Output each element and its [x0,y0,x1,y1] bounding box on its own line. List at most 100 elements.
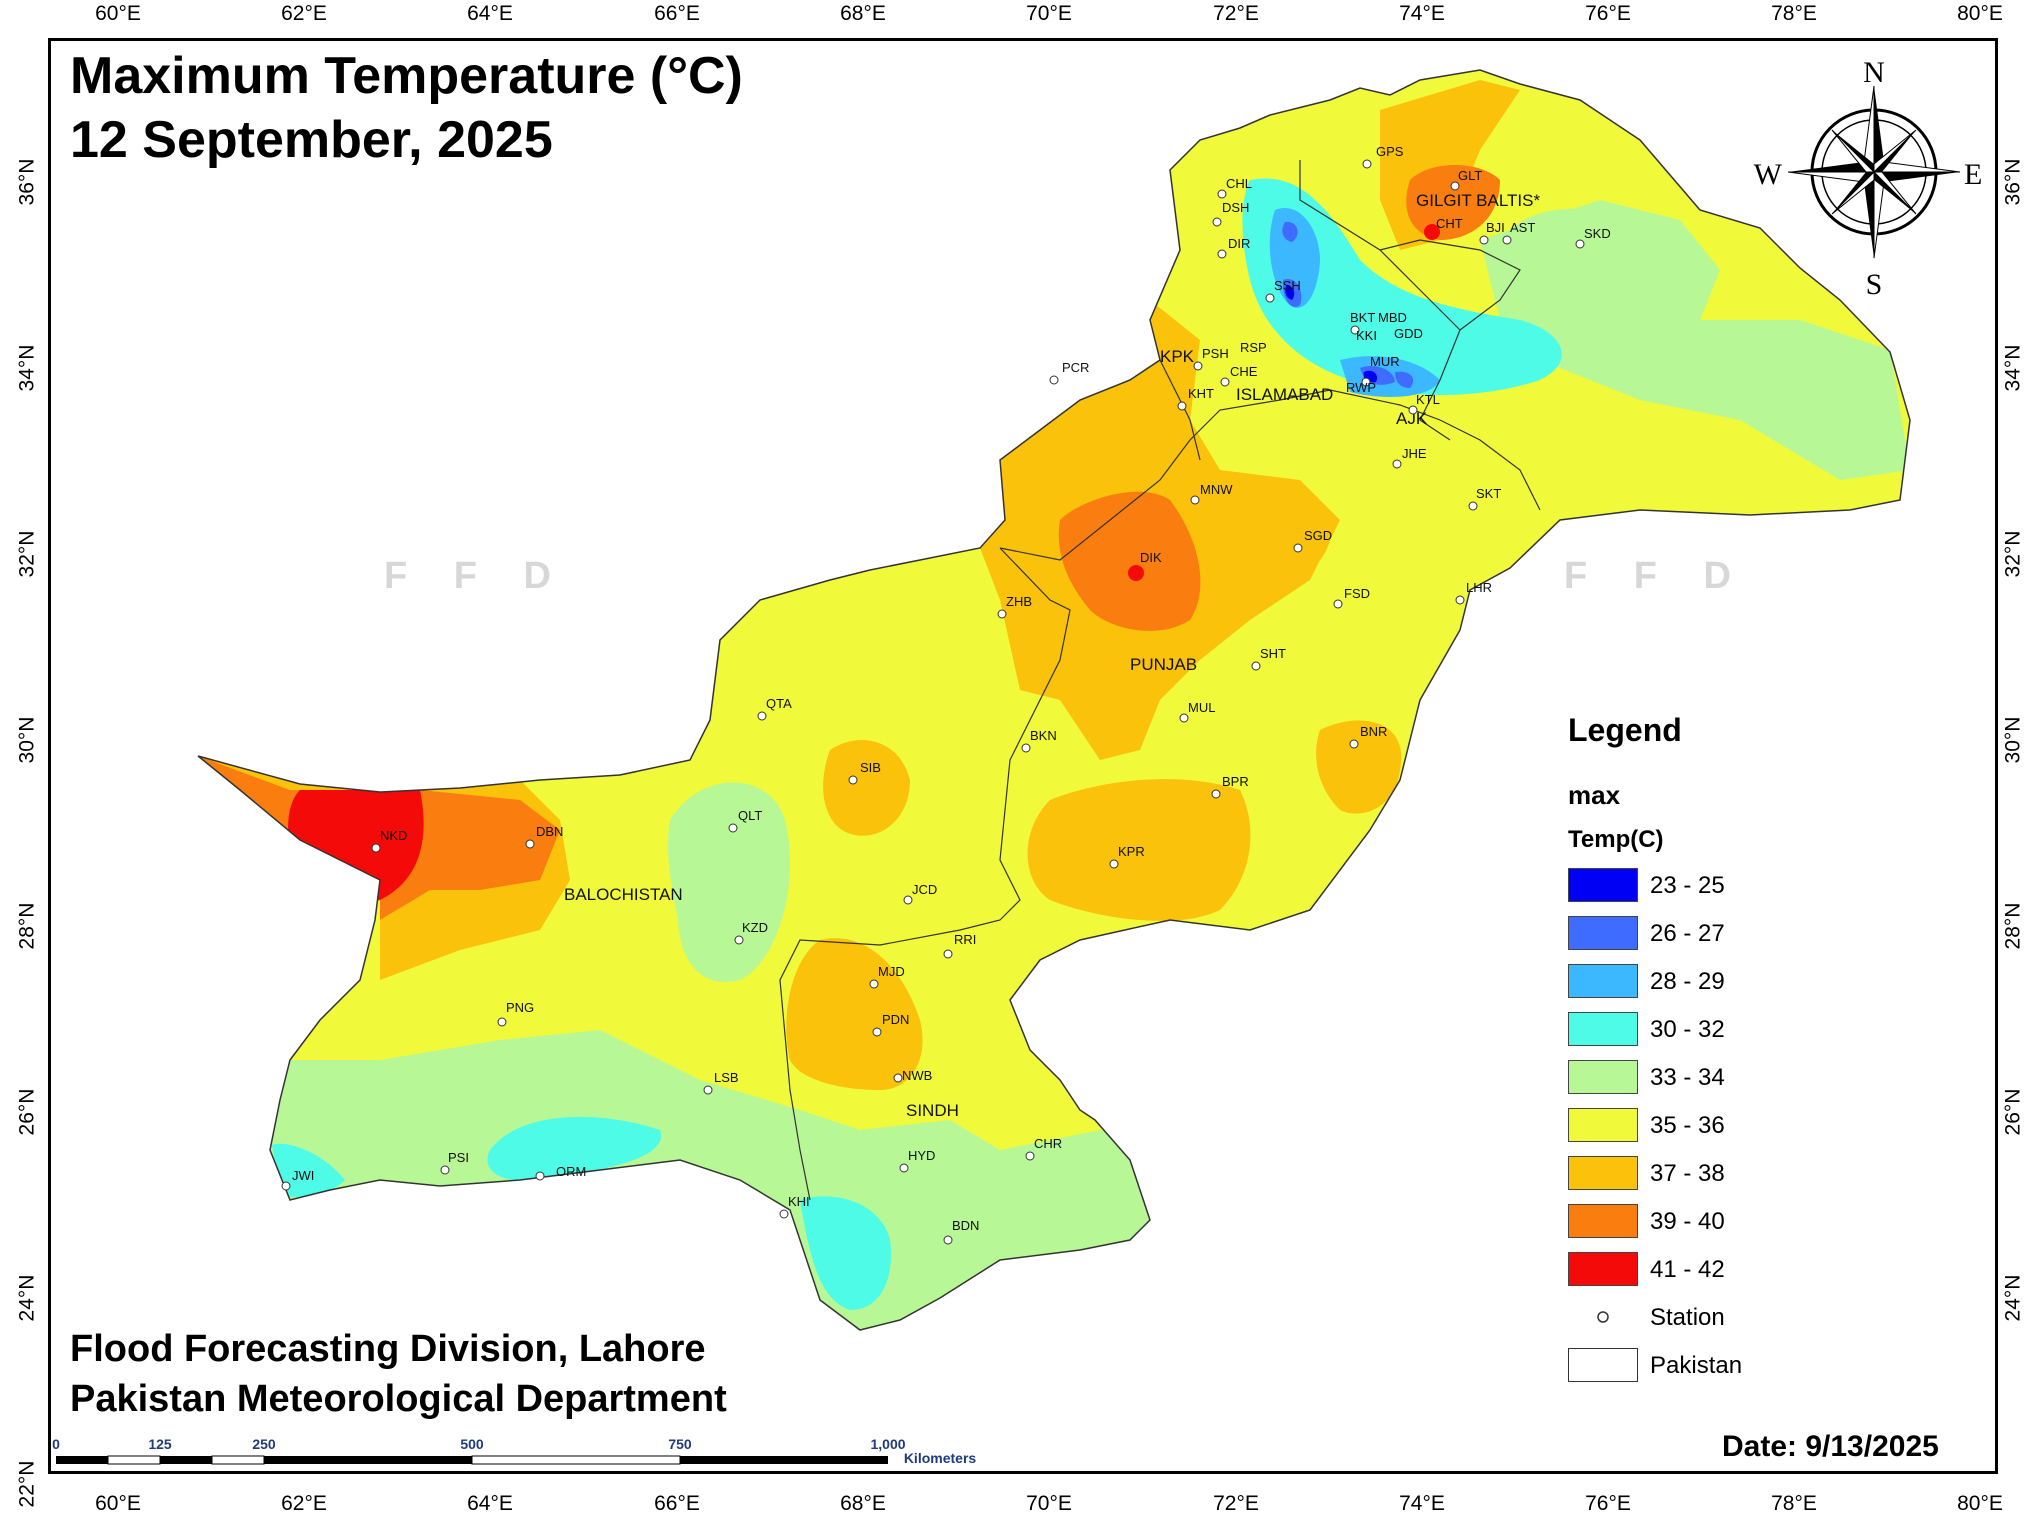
station-mul: MUL [1188,700,1215,715]
station-nkd: NKD [380,828,407,843]
legend-swatch [1568,1012,1638,1046]
zone-37-38-bnr [1316,720,1402,814]
legend-boundary-label: Pakistan [1650,1352,1743,1379]
station-rwp: RWP [1346,380,1376,395]
zone-30-32-north [1242,178,1562,395]
station-dir: DIR [1228,236,1250,251]
scale-bar: 0 125 250 500 750 1,000 Kilometers [52,1436,1012,1476]
station-bdn: BDN [952,1218,979,1233]
station-marker [535,1171,545,1181]
station-marker [497,1017,507,1027]
station-psh: PSH [1202,346,1229,361]
lon-label-bottom-64: 64°E [467,1492,513,1515]
station-kht: KHT [1188,386,1214,401]
station-qta: QTA [766,696,792,711]
station-marker [903,895,913,905]
legend-class-label: 41 - 42 [1650,1256,1725,1283]
lon-label-bottom-78: 78°E [1771,1492,1817,1515]
pakistan-boundary [197,69,1911,1331]
zone-39-40-gilgit [1406,165,1500,240]
station-marker [1293,543,1303,553]
lon-label-74: 74°E [1399,2,1445,25]
lon-label-bottom-70: 70°E [1026,1492,1072,1515]
scale-tick-500: 500 [460,1436,484,1452]
legend-class-label: 33 - 34 [1650,1064,1725,1091]
station-marker [525,839,535,849]
legend-class-41-42: 41 - 42 [1568,1252,1908,1288]
station-marker [371,843,381,853]
lon-label-78: 78°E [1771,2,1817,25]
compass-rose-icon: N S E W [1754,56,1983,301]
region-label-sindh: SINDH [906,1101,959,1120]
zone-37-38-sgd [1209,483,1330,584]
legend-swatch [1568,1252,1638,1286]
lon-label-bottom-62: 62°E [281,1492,327,1515]
station-pdn: PDN [882,1012,909,1027]
station-kpr: KPR [1118,844,1145,859]
map-date-title: 12 September, 2025 [70,111,553,169]
station-marker [848,775,858,785]
legend-class-label: 28 - 29 [1650,968,1725,995]
station-chr: CHR [1034,1136,1062,1151]
station-marker [1025,1151,1035,1161]
date-stamp: Date: 9/13/2025 [1722,1430,1939,1463]
station-kki: KKI [1356,328,1377,343]
lon-label-bottom-66: 66°E [654,1492,700,1515]
station-skt: SKT [1476,486,1501,501]
station-marker [872,1027,882,1037]
station-dbn: DBN [536,824,563,839]
lon-label-bottom-80: 80°E [1957,1492,2003,1515]
lon-label-bottom-72: 72°E [1213,1492,1259,1515]
legend-swatch [1568,868,1638,902]
station-kzd: KZD [742,920,768,935]
zone-30-32-ormara [487,1116,661,1181]
station-markers [281,159,1585,1245]
station-cht: CHT [1436,216,1463,231]
station-rri: RRI [954,932,976,947]
zone-26-27-north [1282,221,1414,388]
station-mbd: MBD [1378,310,1407,325]
station-mjd: MJD [878,964,905,979]
station-marker [1468,501,1478,511]
region-label-balochistan: BALOCHISTAN [564,885,683,904]
zone-41-42-dik [1128,565,1144,581]
legend-swatch [1568,916,1638,950]
map-title: Maximum Temperature (°C) [70,47,743,105]
legend-station-label: Station [1650,1304,1725,1331]
station-marker [703,1085,713,1095]
station-marker [1408,405,1418,415]
zone-37-38-sib [823,740,910,836]
zone-23-25-north [1285,285,1378,383]
station-marker [1361,377,1371,387]
legend-class-23-25: 23 - 25 [1568,868,1908,904]
zone-33-34-qlt [667,782,790,982]
legend-class-30-32: 30 - 32 [1568,1012,1908,1048]
station-marker [1177,401,1187,411]
station-marker [1217,189,1227,199]
station-lhr: LHR [1466,580,1492,595]
station-marker [1502,235,1512,245]
legend-field: max [1568,780,1621,810]
lon-label-bottom-74: 74°E [1399,1492,1445,1515]
station-sgd: SGD [1304,528,1332,543]
lon-label-80: 80°E [1957,2,2003,25]
lon-label-bottom-76: 76°E [1585,1492,1631,1515]
station-marker [1220,377,1230,387]
legend-class-33-34: 33 - 34 [1568,1060,1908,1096]
lon-label-62: 62°E [281,2,327,25]
legend-class-label: 35 - 36 [1650,1112,1725,1139]
compass-w: W [1754,158,1783,191]
station-marker [1575,239,1585,249]
legend-class-37-38: 37 - 38 [1568,1156,1908,1192]
station-mur: MUR [1370,354,1400,369]
station-marker [1190,495,1200,505]
station-marker [734,935,744,945]
station-skd: SKD [1584,226,1611,241]
station-gps: GPS [1376,144,1404,159]
legend-swatch [1568,1156,1638,1190]
legend: Legend max Temp(C) 23 - 25 26 - 27 28 - … [1568,712,1928,1412]
legend-station: Station [1568,1300,1908,1336]
station-marker [1109,859,1119,869]
legend-heading: Legend [1568,712,1682,748]
station-marker [440,1165,450,1175]
